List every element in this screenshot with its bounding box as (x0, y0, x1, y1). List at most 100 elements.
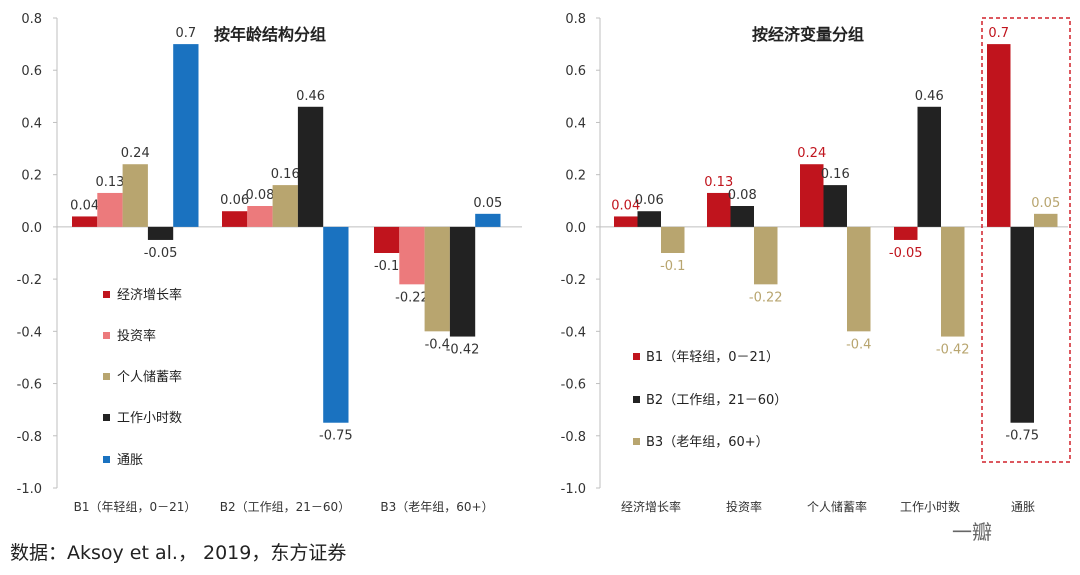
left-y-tick-label: -1.0 (17, 482, 42, 497)
left-data-label: 0.24 (121, 146, 150, 161)
left-data-label: 0.16 (271, 167, 300, 182)
left-bar (475, 213, 501, 227)
right-bar (661, 226, 685, 253)
left-data-label: 0.13 (95, 175, 124, 190)
right-y-tick-label: 0.0 (565, 221, 586, 236)
left-data-label: -0.75 (319, 429, 353, 444)
left-legend-swatch (103, 373, 110, 380)
right-y-tick-label: -0.4 (561, 325, 586, 340)
watermark: 一瓣 (952, 520, 992, 544)
left-legend-label: 工作小时数 (117, 411, 182, 426)
right-bar (917, 106, 941, 227)
right-y-tick-label: 0.8 (565, 12, 586, 27)
left-legend-label: 经济增长率 (117, 287, 182, 303)
right-y-tick-label: -0.6 (561, 378, 586, 393)
left-bar (72, 216, 98, 227)
right-data-label: 0.24 (797, 146, 826, 161)
right-bar (754, 226, 778, 285)
right-bar (707, 192, 731, 227)
left-data-label: -0.1 (374, 259, 399, 274)
right-y-tick-label: 0.2 (565, 169, 586, 184)
right-x-category-label: 工作小时数 (900, 499, 960, 514)
left-x-category-label: B1（年轻组，0－21） (74, 500, 197, 514)
right-data-label: 0.05 (1031, 196, 1060, 211)
right-bar (614, 216, 638, 227)
right-data-label: -0.75 (1005, 429, 1039, 444)
left-bar (297, 106, 324, 227)
left-bar (147, 226, 174, 240)
left-data-label: -0.05 (144, 246, 178, 261)
left-legend-swatch (103, 291, 110, 298)
left-legend-swatch (103, 332, 110, 339)
left-y-tick-label: 0.0 (21, 221, 42, 236)
left-data-label: -0.22 (395, 290, 429, 305)
left-bar (97, 192, 123, 227)
left-y-tick-label: 0.4 (21, 116, 42, 131)
left-bar (122, 164, 148, 227)
right-data-label: 0.16 (821, 167, 850, 182)
right-data-label: 0.08 (728, 188, 757, 203)
right-bar (637, 211, 661, 227)
right-legend-swatch (633, 353, 640, 360)
left-data-label: 0.06 (220, 193, 249, 208)
source-note: 数据：Aksoy et al.， 2019，东方证券 (10, 542, 347, 564)
right-data-label: 0.46 (915, 89, 944, 104)
right-data-label: -0.4 (846, 337, 871, 352)
right-bar (894, 226, 918, 240)
right-legend-swatch (633, 396, 640, 403)
left-legend-label: 投资率 (117, 328, 156, 344)
right-data-label: 0.06 (635, 193, 664, 208)
right-data-label: -0.42 (936, 343, 970, 358)
right-bar (1034, 213, 1058, 227)
left-bar (247, 206, 273, 227)
left-legend-swatch (103, 456, 110, 463)
left-legend-label: 通胀 (117, 453, 143, 468)
right-bar (823, 185, 847, 227)
right-legend-label: B1（年轻组，0－21） (646, 350, 779, 365)
left-data-label: 0.04 (70, 198, 99, 213)
highlight-box (981, 17, 1071, 463)
right-bar (730, 206, 754, 227)
left-y-tick-label: -0.4 (17, 325, 42, 340)
left-data-label: 0.08 (245, 188, 274, 203)
right-bar (800, 164, 824, 227)
left-bar (173, 44, 199, 227)
left-y-tick-label: -0.8 (17, 430, 42, 445)
left-bar (272, 185, 298, 227)
left-bar (424, 226, 450, 332)
right-y-tick-label: 0.4 (565, 116, 586, 131)
right-y-tick-label: -0.8 (561, 430, 586, 445)
left-bar (323, 226, 349, 423)
left-bar (222, 211, 248, 227)
left-y-tick-label: 0.8 (21, 12, 42, 27)
left-data-label: 0.7 (176, 26, 197, 41)
left-x-category-label: B3（老年组，60+） (380, 500, 493, 514)
right-x-category-label: 个人储蓄率 (807, 499, 867, 514)
right-data-label: 0.7 (988, 26, 1009, 41)
right-bar (1010, 226, 1034, 423)
right-data-label: -0.1 (660, 259, 685, 274)
left-y-tick-label: -0.6 (17, 378, 42, 393)
right-x-category-label: 经济增长率 (621, 499, 681, 514)
right-data-label: 0.13 (704, 175, 733, 190)
left-x-category-label: B2（工作组，21－60） (220, 500, 350, 514)
right-y-tick-label: -0.2 (561, 273, 586, 288)
left-y-tick-label: 0.6 (21, 64, 42, 79)
left-data-label: 0.05 (473, 196, 502, 211)
right-bar (987, 44, 1011, 227)
left-y-tick-label: -0.2 (17, 273, 42, 288)
right-y-tick-label: -1.0 (561, 482, 586, 497)
left-legend-swatch (103, 414, 110, 421)
left-data-label: -0.42 (446, 343, 480, 358)
left-y-tick-label: 0.2 (21, 169, 42, 184)
right-bar (941, 226, 965, 337)
right-x-category-label: 投资率 (726, 499, 762, 514)
right-bar (847, 226, 871, 332)
left-data-label: 0.46 (296, 89, 325, 104)
right-chart-title: 按经济变量分组 (752, 25, 864, 44)
left-chart-title: 按年龄结构分组 (214, 25, 326, 44)
right-x-category-label: 通胀 (1011, 500, 1035, 514)
right-legend-label: B2（工作组，21－60） (646, 393, 787, 408)
right-data-label: 0.04 (611, 198, 640, 213)
left-legend-label: 个人储蓄率 (117, 369, 182, 385)
